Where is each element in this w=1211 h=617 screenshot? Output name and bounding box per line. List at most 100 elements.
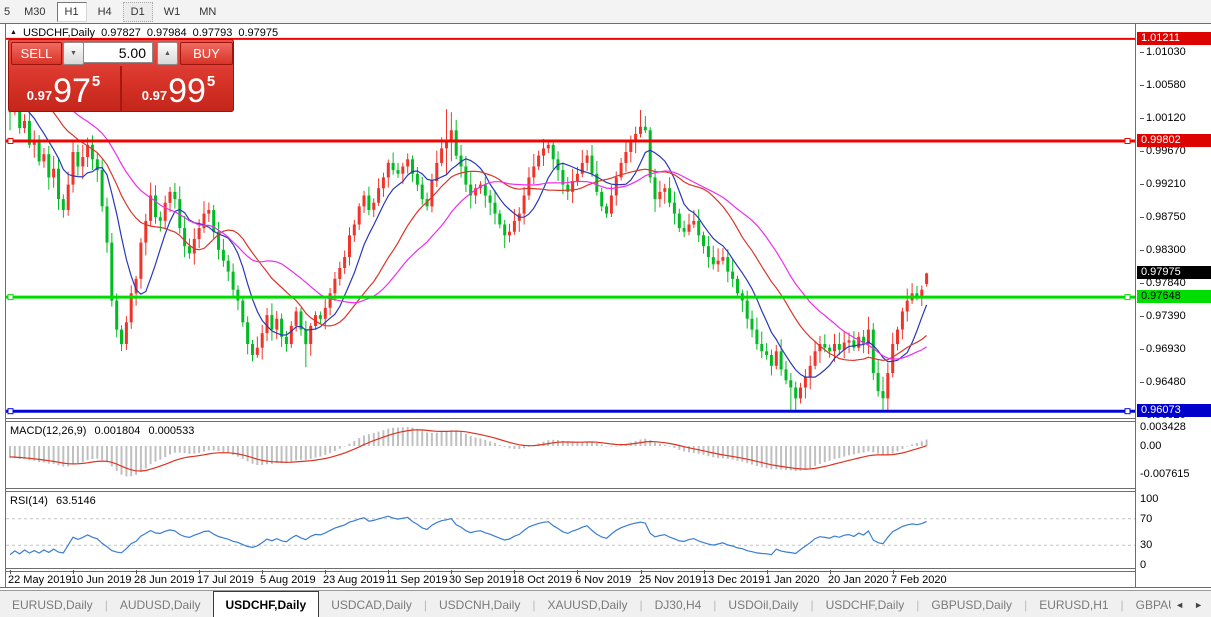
buy-price-prefix: 0.97 bbox=[141, 88, 168, 103]
buy-button[interactable]: BUY bbox=[180, 42, 233, 65]
timeframe-button-5[interactable]: 5 bbox=[4, 5, 11, 18]
time-axis-label: 17 Jul 2019 bbox=[197, 574, 254, 586]
price-axis-tick: 0.96480 bbox=[1140, 376, 1186, 388]
timeframe-toolbar: 5 M30 H1 H4 D1 W1 MN bbox=[0, 0, 1211, 23]
time-axis-tick bbox=[767, 570, 768, 574]
timeframe-button-m30[interactable]: M30 bbox=[24, 5, 46, 18]
time-axis-label: 22 May 2019 bbox=[8, 574, 72, 586]
time-axis-tick bbox=[388, 570, 389, 574]
rsi-pane[interactable] bbox=[6, 492, 1135, 568]
time-axis-label: 1 Jan 2020 bbox=[765, 574, 820, 586]
tab-separator: | bbox=[423, 597, 427, 612]
tab-scroll-buttons: ◄ ► bbox=[1171, 591, 1207, 617]
timeframe-button-d1[interactable]: D1 bbox=[122, 1, 153, 22]
buy-price-display[interactable]: 0.97 99 5 bbox=[123, 66, 234, 110]
timeframe-button-h4[interactable]: H4 bbox=[97, 5, 112, 18]
chart-tabs: EURUSD,Daily | AUDUSD,Daily USDCHF,Daily USD… bbox=[0, 591, 1211, 617]
time-axis-tick bbox=[641, 570, 642, 574]
tab-separator: | bbox=[810, 597, 814, 612]
rsi-axis-tick: 30 bbox=[1140, 539, 1153, 551]
sell-price-prefix: 0.97 bbox=[26, 88, 53, 103]
chart-tab-xauusd-daily[interactable]: XAUUSD,Daily bbox=[547, 597, 628, 612]
macd-pane[interactable] bbox=[6, 422, 1135, 488]
time-axis-label: 30 Sep 2019 bbox=[449, 574, 512, 586]
macd-name: MACD(12,26,9) bbox=[10, 425, 87, 437]
price-axis-tick: 0.99210 bbox=[1140, 178, 1186, 190]
time-axis-label: 5 Aug 2019 bbox=[260, 574, 316, 586]
time-axis-tick bbox=[704, 570, 705, 574]
macd-axis-tick: 0.00 bbox=[1140, 440, 1162, 452]
time-axis-label: 18 Oct 2019 bbox=[512, 574, 572, 586]
price-axis-tick: 0.97390 bbox=[1140, 310, 1186, 322]
price-axis-tick: 0.98300 bbox=[1140, 244, 1186, 256]
timeframe-button-w1[interactable]: W1 bbox=[163, 5, 181, 18]
macd-axis-tick: -0.007615 bbox=[1140, 468, 1190, 480]
time-axis-tick bbox=[893, 570, 894, 574]
time-axis-label: 20 Jan 2020 bbox=[828, 574, 889, 586]
tabs-scroll-left-icon[interactable]: ◄ bbox=[1175, 599, 1185, 610]
chart-tab-usdchf-daily[interactable]: USDCHF,Daily bbox=[825, 597, 905, 612]
chart-tab-audusd-daily[interactable]: AUDUSD,Daily bbox=[119, 597, 201, 612]
sell-button[interactable]: SELL bbox=[11, 42, 62, 65]
time-axis-tick bbox=[451, 570, 452, 574]
ohlc-close: 0.97975 bbox=[238, 26, 279, 39]
price-badge: 0.97648 bbox=[1137, 290, 1211, 303]
chart-tab-eurusd-h1[interactable]: EURUSD,H1 bbox=[1039, 597, 1109, 612]
sell-price-big: 97 bbox=[53, 72, 91, 110]
chart-tab-eurusd-daily[interactable]: EURUSD,Daily bbox=[12, 597, 93, 612]
chart-tab-usdcad-daily[interactable]: USDCAD,Daily bbox=[331, 597, 412, 612]
trade-panel-divider bbox=[120, 66, 122, 111]
chart-symbol-period: USDCHF,Daily bbox=[22, 26, 96, 39]
tabs-scroll-right-icon[interactable]: ► bbox=[1194, 599, 1203, 610]
trade-panel-top-row: SELL ▼ ▲ BUY bbox=[8, 39, 234, 66]
axis-separator bbox=[1135, 23, 1136, 588]
time-axis: 22 May 2019 10 Jun 2019 28 Jun 2019 17 Jul … bbox=[6, 570, 1135, 587]
price-axis-tick: 0.96930 bbox=[1140, 343, 1186, 355]
chart-tab-usdchf-daily[interactable]: USDCHF,Daily bbox=[212, 591, 320, 617]
sell-price-display[interactable]: 0.97 97 5 bbox=[8, 66, 119, 110]
price-badge: 0.96073 bbox=[1137, 404, 1211, 417]
chart-tab-gbpusd-daily[interactable]: GBPUSD,Daily bbox=[931, 597, 1013, 612]
tab-separator: | bbox=[639, 597, 643, 612]
macd-signal-value: 0.000533 bbox=[148, 425, 195, 437]
tab-separator: | bbox=[104, 597, 108, 612]
tab-separator: | bbox=[916, 597, 920, 612]
time-axis-label: 11 Sep 2019 bbox=[386, 574, 448, 586]
time-axis-tick bbox=[830, 570, 831, 574]
volume-input[interactable] bbox=[83, 42, 153, 63]
timeframe-button-mn[interactable]: MN bbox=[199, 5, 217, 18]
chart-left-border bbox=[5, 23, 6, 588]
time-axis-tick bbox=[325, 570, 326, 574]
volume-decrease-button[interactable]: ▼ bbox=[63, 42, 84, 65]
tab-separator: | bbox=[1120, 597, 1124, 612]
rsi-date-splitter bbox=[5, 568, 1210, 569]
macd-rsi-splitter[interactable] bbox=[5, 488, 1210, 489]
price-axis-tick: 0.99670 bbox=[1140, 145, 1186, 157]
chart-tab-usdoil-daily[interactable]: USDOil,Daily bbox=[728, 597, 799, 612]
chart-bottom-border bbox=[0, 587, 1211, 588]
buy-price-pip: 5 bbox=[206, 73, 216, 90]
macd-axis-tick: 0.003428 bbox=[1140, 421, 1186, 433]
ohlc-open: 0.97827 bbox=[101, 26, 141, 39]
chart-tab-dj30-h4[interactable]: DJ30,H4 bbox=[654, 597, 702, 612]
price-badge: 0.99802 bbox=[1137, 134, 1211, 147]
spinner-up-icon: ▲ bbox=[164, 50, 171, 57]
chart-tab-bar: EURUSD,Daily | AUDUSD,Daily USDCHF,Daily USD… bbox=[0, 590, 1211, 617]
time-axis-tick bbox=[577, 570, 578, 574]
timeframe-button-h1[interactable]: H1 bbox=[56, 1, 87, 22]
macd-rsi-splitter-2[interactable] bbox=[5, 491, 1210, 492]
price-axis-tick: 1.00120 bbox=[1140, 112, 1186, 124]
tab-separator: | bbox=[1024, 597, 1028, 612]
main-macd-splitter[interactable] bbox=[5, 418, 1210, 419]
rsi-axis-tick: 100 bbox=[1140, 493, 1159, 505]
chart-header: ▲ USDCHF,Daily 0.97827 0.97984 0.97793 0… bbox=[10, 26, 284, 39]
time-axis-tick bbox=[73, 570, 74, 574]
chart-tab-usdcnh-daily[interactable]: USDCNH,Daily bbox=[439, 597, 521, 612]
time-axis-label: 10 Jun 2019 bbox=[71, 574, 132, 586]
rsi-axis-tick: 70 bbox=[1140, 513, 1153, 525]
volume-increase-button[interactable]: ▲ bbox=[157, 42, 178, 65]
collapse-panel-icon[interactable]: ▲ bbox=[10, 29, 17, 36]
main-macd-splitter-2[interactable] bbox=[5, 421, 1210, 422]
ohlc-low: 0.97793 bbox=[192, 26, 233, 39]
